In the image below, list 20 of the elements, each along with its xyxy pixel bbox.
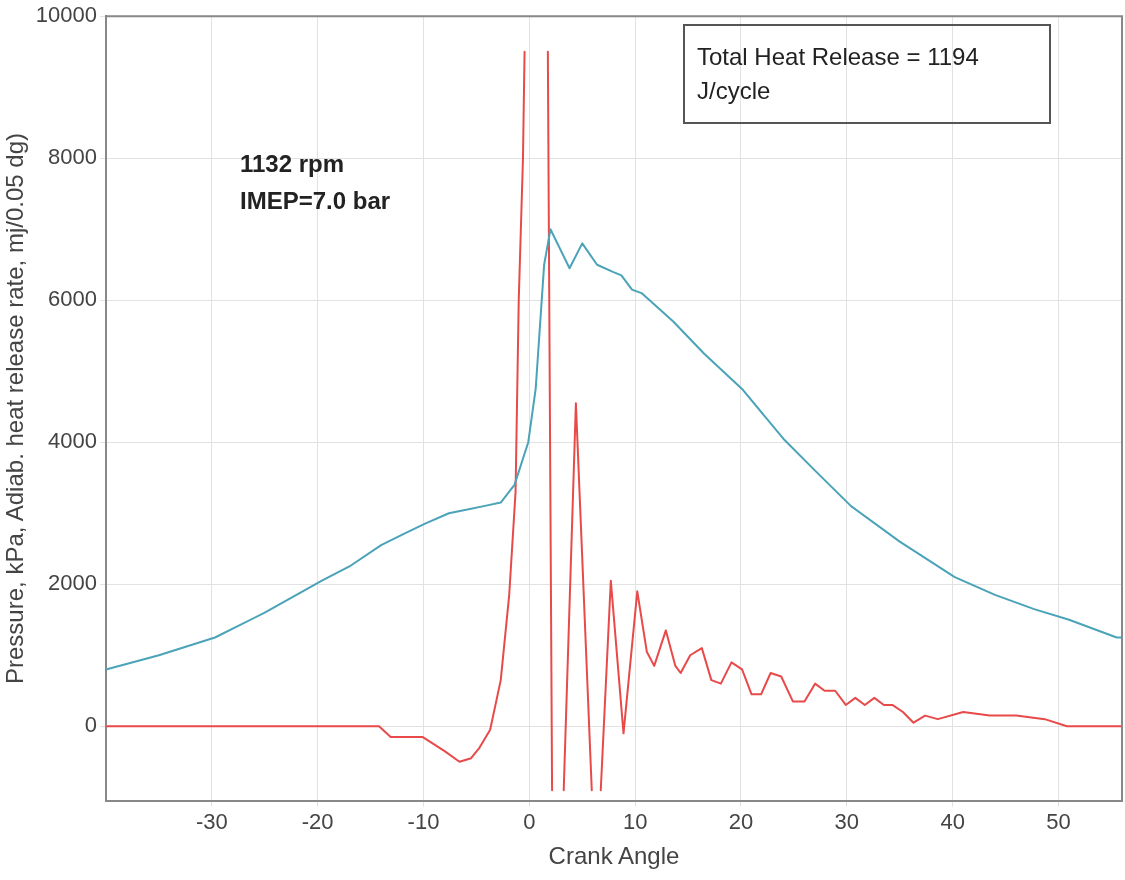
- annotation: IMEP=7.0 bar: [240, 187, 391, 215]
- y-tick-label: 0: [84, 712, 97, 738]
- x-tick-label: 0: [523, 809, 536, 835]
- y-tick-label: 2000: [48, 570, 97, 596]
- x-tick-label: -30: [195, 809, 228, 835]
- y-tick-label: 8000: [48, 144, 97, 170]
- x-tick-label: 10: [622, 809, 648, 835]
- x-tick-label: -20: [301, 809, 334, 835]
- y-tick-label: 10000: [35, 2, 97, 28]
- annotation: Total Heat Release = 1194 J/cycle: [697, 42, 980, 106]
- x-tick-label: 20: [728, 809, 754, 835]
- y-tick-label: 6000: [48, 286, 97, 312]
- y-tick-label: 4000: [48, 428, 97, 454]
- x-tick-label: 30: [834, 809, 860, 835]
- x-tick-label: -10: [407, 809, 440, 835]
- y-axis-title: Pressure, kPa, Adiab. heat release rate, mj/0.05 dg): [1, 133, 29, 684]
- x-axis-title: Crank Angle: [548, 842, 680, 870]
- annotation: 1132 rpm: [240, 150, 345, 178]
- x-tick-label: 40: [940, 809, 965, 835]
- x-tick-label: 50: [1046, 809, 1071, 835]
